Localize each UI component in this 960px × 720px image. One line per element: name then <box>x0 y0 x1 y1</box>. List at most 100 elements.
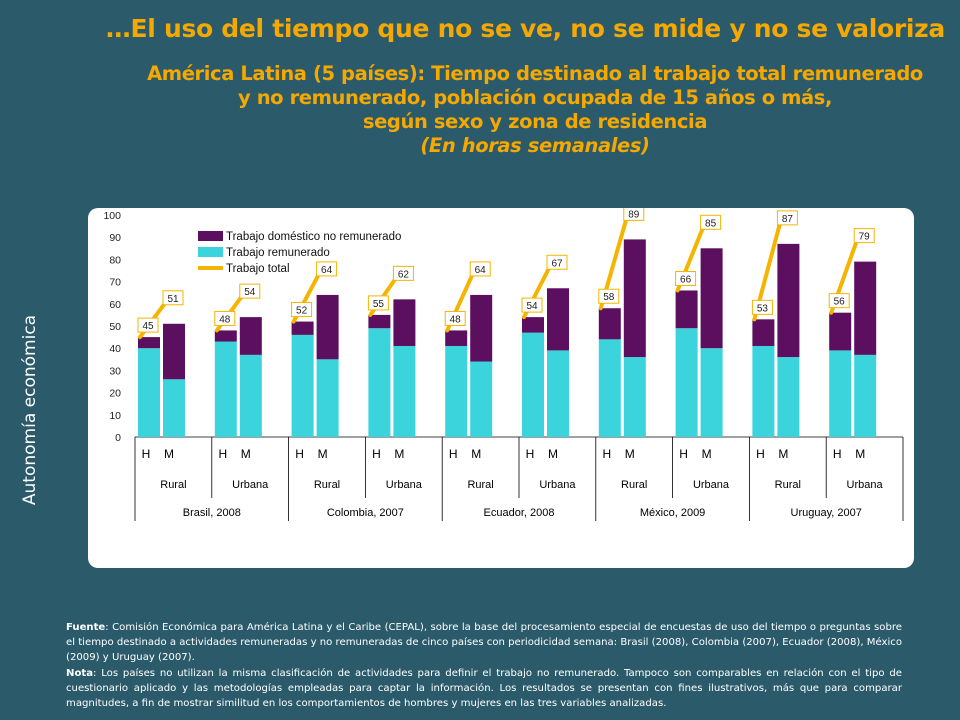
bar-unpaid-m <box>623 239 646 358</box>
total-label-box <box>162 290 184 306</box>
total-label-box <box>675 270 697 286</box>
total-label-h: 55 <box>373 299 385 310</box>
legend-label-total: Trabajo total <box>226 263 290 275</box>
chart-subtitle: América Latina (5 países): Tiempo destin… <box>100 62 960 158</box>
total-label-box <box>828 293 850 309</box>
sex-label-m: M <box>318 447 328 461</box>
bar-unpaid-h <box>445 330 468 346</box>
total-label-h: 48 <box>219 314 231 325</box>
bar-unpaid-h <box>291 321 314 335</box>
total-label-m: 87 <box>782 214 794 225</box>
section-label: Autonomía económica <box>20 314 40 506</box>
total-label-m: 54 <box>244 287 256 298</box>
total-label-h: 54 <box>526 301 538 312</box>
bar-unpaid-m <box>777 243 800 358</box>
sex-label-h: H <box>372 447 381 461</box>
bar-paid-h <box>445 345 468 437</box>
bar-paid-h <box>291 334 314 437</box>
total-label-m: 89 <box>628 209 640 220</box>
bar-unpaid-m <box>470 294 493 362</box>
bar-paid-h <box>675 328 698 437</box>
total-label-m: 67 <box>551 258 563 269</box>
total-label-m: 64 <box>321 265 333 276</box>
total-label-box <box>521 297 543 313</box>
y-tick-label: 30 <box>109 365 121 377</box>
footnote-note: Nota: Los países no utilizan la misma cl… <box>66 666 902 712</box>
sex-label-h: H <box>218 447 227 461</box>
total-label-m: 62 <box>398 269 410 280</box>
zone-label: Rural <box>775 479 801 491</box>
zone-label: Urbana <box>232 479 269 491</box>
total-label-box <box>776 210 798 226</box>
sex-label-m: M <box>855 447 865 461</box>
bar-unpaid-m <box>316 294 339 360</box>
bar-unpaid-h <box>829 312 852 351</box>
bar-paid-m <box>470 361 493 437</box>
total-label-m: 64 <box>475 265 487 276</box>
bar-paid-m <box>854 354 877 437</box>
subtitle-units: (En horas semanales) <box>420 134 650 157</box>
legend-label-unpaid: Trabajo doméstico no remunerado <box>226 231 401 243</box>
total-label-box <box>291 302 313 318</box>
total-label-box <box>853 228 875 244</box>
bar-unpaid-m <box>393 299 416 346</box>
y-tick-label: 70 <box>109 277 121 289</box>
sex-label-m: M <box>702 447 712 461</box>
total-label-box <box>469 261 491 277</box>
subtitle-line-3: según sexo y zona de residencia <box>362 110 708 133</box>
total-label-box <box>367 295 389 311</box>
bar-unpaid-h <box>138 337 160 349</box>
y-tick-label: 60 <box>109 299 121 311</box>
sex-label-m: M <box>241 447 251 461</box>
sex-label-h: H <box>526 447 535 461</box>
total-label-box <box>239 283 261 299</box>
y-tick-label: 0 <box>115 432 121 444</box>
bar-paid-m <box>700 348 723 437</box>
total-label-box <box>214 310 236 326</box>
total-label-h: 48 <box>450 314 462 325</box>
sex-label-m: M <box>164 447 174 461</box>
sex-label-m: M <box>625 447 635 461</box>
y-tick-label: 80 <box>109 254 121 266</box>
bar-paid-h <box>138 348 160 437</box>
bar-unpaid-h <box>214 330 237 342</box>
bar-unpaid-m <box>163 323 185 380</box>
total-label-h: 58 <box>603 292 615 303</box>
bar-unpaid-m <box>854 261 877 355</box>
sex-label-h: H <box>449 447 458 461</box>
zone-label: Urbana <box>847 479 884 491</box>
total-label-m: 79 <box>859 232 871 243</box>
zone-label: Rural <box>467 479 493 491</box>
total-label-h: 56 <box>834 297 846 308</box>
total-label-h: 52 <box>296 306 308 317</box>
y-tick-label: 50 <box>109 321 121 333</box>
bar-paid-h <box>522 332 544 437</box>
zone-label: Rural <box>621 479 647 491</box>
bar-paid-m <box>777 357 800 437</box>
bar-unpaid-h <box>522 317 544 333</box>
bar-paid-h <box>829 350 852 437</box>
y-tick-label: 100 <box>103 210 121 222</box>
bar-paid-m <box>393 345 416 437</box>
total-label-box <box>751 299 773 315</box>
note-text: : Los países no utilizan la misma clasif… <box>66 667 902 710</box>
source-label: Fuente <box>66 622 106 633</box>
country-label: Ecuador, 2008 <box>484 507 555 519</box>
sex-label-h: H <box>679 447 688 461</box>
bar-unpaid-m <box>700 248 723 349</box>
sex-label-m: M <box>471 447 481 461</box>
zone-label: Urbana <box>539 479 576 491</box>
subtitle-line-1: América Latina (5 países): Tiempo destin… <box>147 62 923 85</box>
total-label-box <box>700 214 722 230</box>
bar-unpaid-m <box>547 288 569 351</box>
y-tick-label: 20 <box>109 388 121 400</box>
bar-paid-m <box>623 357 646 437</box>
sex-label-h: H <box>602 447 611 461</box>
country-label: México, 2009 <box>640 507 705 519</box>
bar-unpaid-h <box>598 308 621 340</box>
footnote-source: Fuente: Comisión Económica para América … <box>66 620 902 666</box>
y-tick-label: 90 <box>109 232 121 244</box>
total-label-h: 53 <box>757 303 769 314</box>
legend-label-paid: Trabajo remunerado <box>226 247 330 259</box>
